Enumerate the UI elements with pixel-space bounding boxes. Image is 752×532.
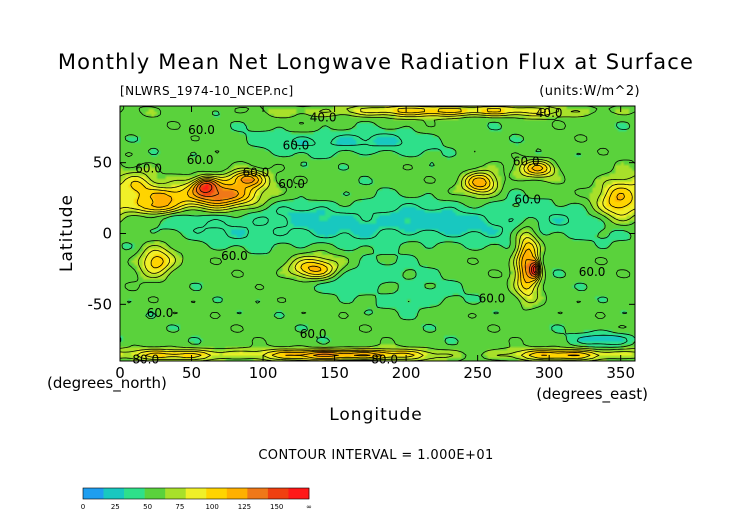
colorbar-tick-label: 150 <box>270 503 283 511</box>
contour-label: 60.0 <box>221 249 248 263</box>
x-tick-label: 300 <box>535 364 564 382</box>
colorbar-swatch <box>226 488 248 499</box>
x-axis-label: Longitude <box>329 405 423 425</box>
units-label: (units:W/m^2) <box>539 84 640 99</box>
x-tick-label: 50 <box>182 364 201 382</box>
contour-label: 80.0 <box>132 353 159 367</box>
colorbar-swatch <box>247 488 269 499</box>
contour-line <box>149 164 625 359</box>
colorbar-tick-label: 75 <box>175 503 184 511</box>
chart-title: Monthly Mean Net Longwave Radiation Flux… <box>58 50 694 74</box>
y-axis-units: (degrees_north) <box>47 374 167 393</box>
contour-label: 60.0 <box>300 327 327 341</box>
y-tick-label: 0 <box>102 225 112 243</box>
y-axis-label: Latitude <box>57 194 77 272</box>
x-tick-label: 100 <box>249 364 278 382</box>
colorbar-swatch <box>288 488 310 499</box>
x-tick-label: 250 <box>463 364 492 382</box>
contour-line <box>196 181 539 277</box>
contour-label: 40.0 <box>536 106 563 120</box>
contour-line <box>119 105 636 362</box>
contour-line <box>130 107 633 360</box>
colorbar-tick-label: 0 <box>81 503 85 511</box>
colorbar-swatch <box>165 488 187 499</box>
x-tick-label: 200 <box>392 364 421 382</box>
colorbar: 0 25 50 75 100 125 150 ∞ <box>81 487 312 511</box>
x-tick-label: 0 <box>115 364 125 382</box>
colorbar-tick-label: 25 <box>111 503 120 511</box>
colorbar-tick-label: 100 <box>205 503 218 511</box>
colorbar-tick-label: 125 <box>238 503 251 511</box>
contour-line <box>199 182 538 276</box>
contour-lines <box>119 105 636 362</box>
colorbar-tick-label: ∞ <box>306 503 312 511</box>
contour-line <box>192 133 628 345</box>
colorbar-swatch <box>206 488 228 499</box>
contour-line <box>119 110 636 348</box>
x-tick-label: 150 <box>320 364 349 382</box>
contour-label: 60.0 <box>243 166 270 180</box>
contour-label: 60.0 <box>283 139 310 153</box>
colorbar-swatch <box>103 488 125 499</box>
contour-label: 80.0 <box>371 353 398 367</box>
axis-ticks: 0 50 100 150 200 250 300 350 -50 0 50 <box>88 106 635 382</box>
y-tick-label: 50 <box>93 154 112 172</box>
contour-label: 60.0 <box>147 306 174 320</box>
contour-line <box>119 105 636 362</box>
y-tick-label: -50 <box>88 295 113 313</box>
colorbar-tick-label: 50 <box>143 503 152 511</box>
contour-line <box>532 265 537 274</box>
file-label: [NLWRS_1974-10_NCEP.nc] <box>120 84 294 98</box>
contour-label: 60.0 <box>188 123 215 137</box>
colorbar-swatch <box>124 488 145 499</box>
contour-labels: 40.0 40.0 60.0 60.0 60.0 60.0 60.0 60.0 60.0 60.0… <box>132 106 605 367</box>
contour-line <box>192 176 540 357</box>
contour-label: 60.0 <box>135 161 162 175</box>
x-axis-units: (degrees_east) <box>536 385 648 404</box>
colorbar-swatch <box>185 488 207 499</box>
colorbar-swatch <box>144 488 166 499</box>
colorbar-frame <box>82 487 310 500</box>
contour-label: 60.0 <box>278 177 305 191</box>
contour-label: 60.0 <box>479 292 506 306</box>
plot-area: 40.0 40.0 60.0 60.0 60.0 60.0 60.0 60.0 60.0 60.0… <box>119 105 636 367</box>
contour-label: 40.0 <box>310 110 337 124</box>
x-tick-label: 350 <box>606 364 635 382</box>
contour-label: 60.0 <box>579 265 606 279</box>
colorbar-swatch <box>83 488 104 499</box>
contour-label: 60.0 <box>187 153 214 167</box>
colorbar-swatch <box>267 488 289 499</box>
contour-label: 60.0 <box>514 193 541 207</box>
contour-label: 60.0 <box>513 154 540 168</box>
contour-interval-note: CONTOUR INTERVAL = 1.000E+01 <box>258 448 493 463</box>
contour-line <box>119 105 636 362</box>
